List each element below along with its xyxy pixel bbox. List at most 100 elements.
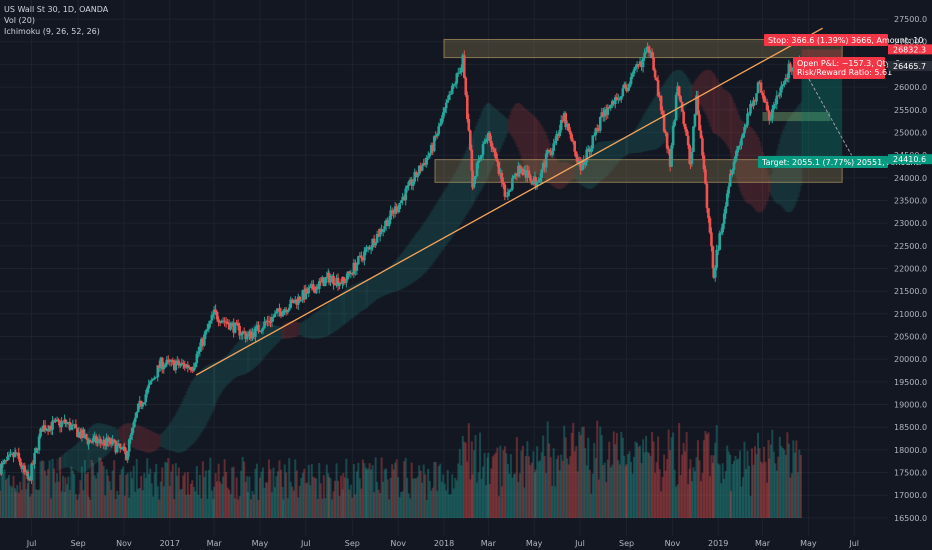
volume-bar [628,451,631,518]
target-label: Target: 2055.1 (7.77%) 20551, Amount: [761,158,921,167]
volume-indicator-label[interactable]: Vol (20) [4,16,35,25]
volume-bar [406,477,409,518]
volume-bar [540,452,543,518]
volume-bar [39,461,42,518]
candle-body [716,249,720,251]
candle-body [17,452,21,459]
cloud-segment [611,140,615,170]
ichimoku-indicator-label[interactable]: Ichimoku (9, 26, 52, 26) [4,27,100,36]
candle-body [349,273,353,275]
candle-body [585,149,589,163]
cloud-segment [645,110,649,152]
volume-bar [294,459,297,518]
cloud-segment [206,364,210,422]
cloud-segment [286,321,290,339]
volume-bar [376,481,379,518]
candle-body [179,364,182,366]
candle-body [783,81,786,85]
cloud-segment [123,423,127,445]
volume-bar [493,454,496,518]
candle-body [693,114,697,127]
volume-bar [291,486,294,518]
candle-body [416,174,420,178]
volume-bar [14,491,17,518]
cloud-segment [189,382,193,446]
cloud-segment [337,295,341,330]
candle-body [218,322,222,324]
trendline[interactable] [195,27,823,376]
symbol-title[interactable]: US Wall St 30, 1D, OANDA [4,5,109,14]
cloud-segment [403,249,407,288]
cloud-segment [509,111,513,136]
cloud-segment [235,343,239,377]
volume-bar [612,431,615,518]
candle-body [39,428,42,437]
time-axis[interactable]: Jul Sep Nov 2017 Mar May Jul Sep Nov 2018 Mar May Ju… [26,539,859,548]
volume-bar [114,499,117,518]
price-axis[interactable]: 16500.017000.017500.018000.018500.019000… [894,15,927,523]
cloud-segment [159,433,163,448]
volume-bar [90,460,93,518]
candle-body [402,196,406,201]
volume-bar [123,495,126,518]
candle-body [229,322,232,330]
volume-bar [679,475,682,518]
candle-body [28,478,32,481]
cloud-segment [796,105,800,198]
volume-bar [439,463,442,518]
candle-body [600,112,604,118]
candle-body [474,175,477,179]
candle-body [21,465,25,470]
candle-body [491,146,495,150]
candle-body [133,417,137,423]
cloud-segment [561,162,565,188]
candle-body [538,178,542,182]
cloud-segment [304,319,308,338]
cloud-segment [591,145,595,188]
volume-bar [119,474,122,518]
volume-bar [385,468,388,518]
cloud-segment [502,115,506,142]
candle-body [18,458,22,466]
cloud-segment [726,91,730,147]
volume-bar [608,441,611,518]
volume-bar [477,472,480,518]
candle-body [26,471,30,479]
candle-body [713,267,717,278]
candle-body [721,224,725,233]
candle-body [189,367,193,370]
volume-bar [45,475,48,518]
volume-bar [727,451,730,518]
cloud-segment [213,362,217,407]
candle-body [61,421,65,423]
cloud-segment [225,355,229,386]
volume-bar [226,487,229,518]
candle-body [327,272,331,283]
candle-body [242,331,246,333]
cloud-segment [380,271,384,297]
candle-body [440,118,444,124]
volume-bar [533,472,536,518]
cloud-segment [633,130,637,154]
volume-bar [92,463,95,518]
cloud-segment [237,341,241,377]
candle-body [780,86,783,93]
candle-body [699,130,703,139]
cloud-segment [394,260,398,292]
candle-body [712,268,716,278]
volume-bar [48,460,51,518]
cloud-segment [749,126,753,205]
entry-price-tag: 26465.7 [893,62,926,71]
volume-bar [400,492,403,518]
candle-body [188,367,191,369]
volume-bar [743,441,746,518]
cloud-segment [351,284,355,319]
volume-bar [410,462,413,518]
cloud-segment [681,71,685,113]
cloud-segment [416,230,420,280]
candle-body [471,170,474,188]
cloud-segment [584,153,588,188]
candle-body [499,172,502,174]
